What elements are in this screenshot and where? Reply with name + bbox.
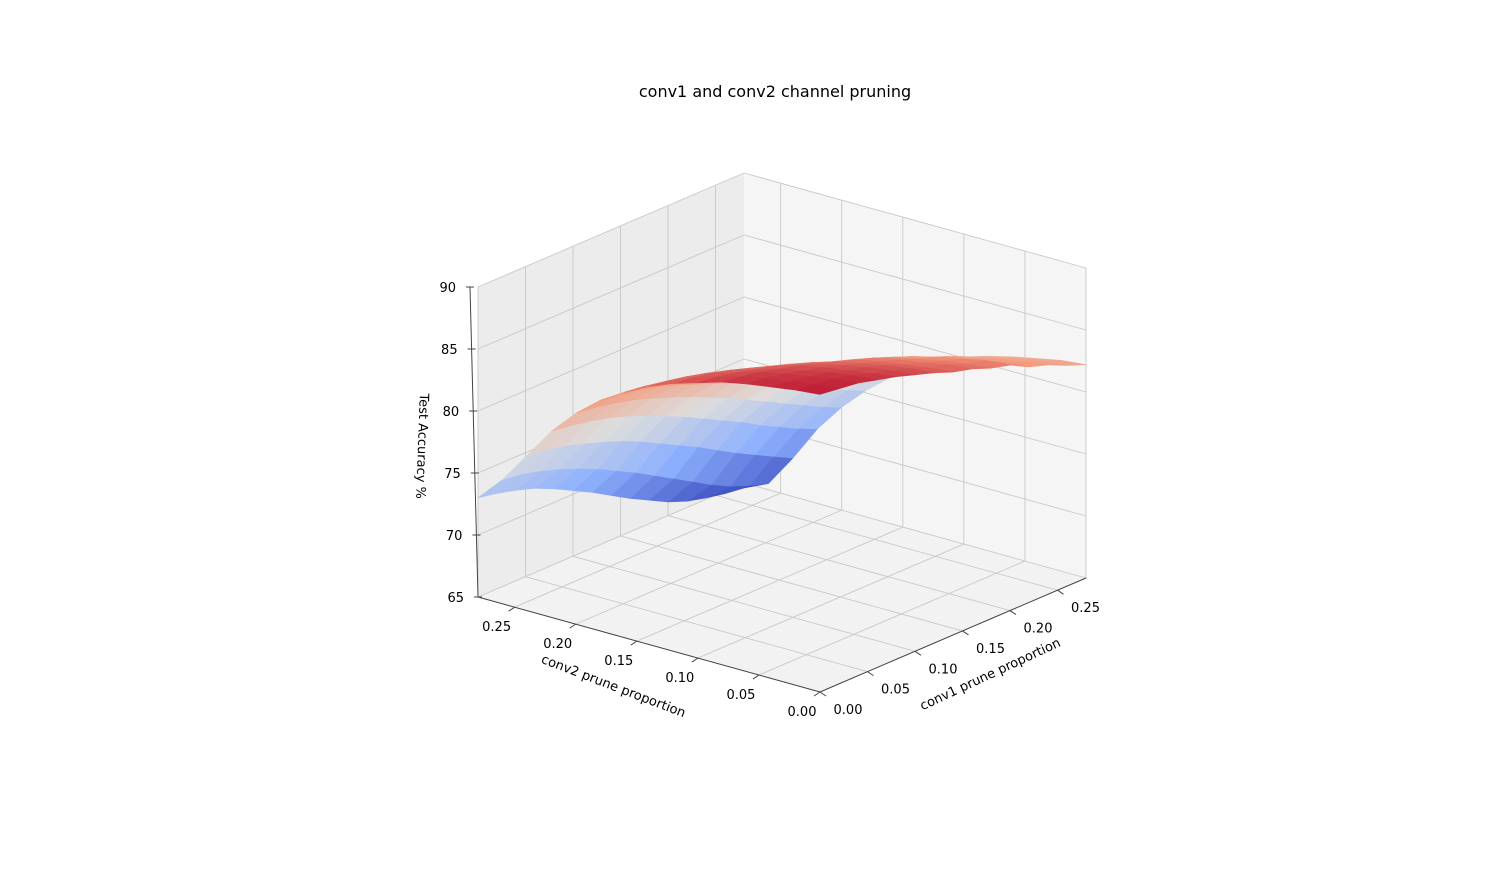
x-tick-mark bbox=[819, 691, 827, 697]
y-tick-label: 0.25 bbox=[482, 620, 511, 635]
x-tick-label: 0.20 bbox=[1024, 622, 1053, 637]
x-tick-label: 0.25 bbox=[1071, 601, 1100, 616]
x-tick-mark bbox=[962, 630, 969, 636]
grid-line-z bbox=[743, 296, 1087, 393]
z-tick-label: 85 bbox=[441, 343, 458, 358]
grid-line-x bbox=[525, 576, 868, 673]
grid-line-x bbox=[572, 555, 916, 652]
z-tick-label: 70 bbox=[446, 529, 463, 544]
grid-line-z bbox=[743, 482, 1087, 579]
grid-line-z bbox=[477, 482, 745, 598]
grid-line-x bbox=[620, 535, 963, 632]
y-tick-label: 0.05 bbox=[726, 688, 755, 703]
x-tick-mark bbox=[867, 671, 874, 677]
back-right-pane bbox=[744, 173, 1086, 578]
z-tick-label: 90 bbox=[439, 281, 456, 296]
floor-pane bbox=[478, 483, 1086, 692]
surface-patch bbox=[795, 384, 840, 395]
grid-line-z bbox=[743, 172, 1087, 269]
z-tick-label: 75 bbox=[444, 467, 461, 482]
grid-line-y bbox=[575, 509, 842, 625]
x-tick-label: 0.00 bbox=[834, 703, 863, 718]
grid-line-x bbox=[667, 515, 1011, 612]
y-tick-mark bbox=[813, 691, 821, 697]
x-axis-line bbox=[819, 577, 1087, 693]
x-tick-label: 0.10 bbox=[929, 662, 958, 677]
z-tick-label: 65 bbox=[447, 591, 464, 606]
grid-line-y bbox=[514, 492, 781, 608]
y-tick-label: 0.10 bbox=[665, 671, 694, 686]
y-tick-label: 0.15 bbox=[604, 654, 633, 669]
y-tick-mark bbox=[630, 640, 638, 646]
grid-line-y bbox=[636, 526, 903, 642]
x-tick-mark bbox=[1057, 589, 1064, 595]
x-tick-mark bbox=[914, 650, 922, 656]
surface-plot bbox=[477, 355, 1087, 503]
z-tick-label: 80 bbox=[443, 405, 460, 420]
z-axis-line bbox=[469, 286, 479, 598]
z-axis-label: Test Accuracy % bbox=[412, 392, 431, 499]
y-tick-mark bbox=[569, 623, 576, 629]
y-tick-mark bbox=[508, 606, 515, 612]
grid-line-x bbox=[715, 494, 1058, 591]
grid-line-z bbox=[477, 172, 745, 288]
grid-line-y bbox=[758, 560, 1026, 676]
y-tick-mark bbox=[752, 674, 760, 680]
y-tick-mark bbox=[691, 657, 699, 663]
grid-line-z bbox=[477, 296, 745, 412]
grid-line-z bbox=[743, 234, 1087, 331]
y-axis-line bbox=[477, 596, 821, 693]
x-tick-mark bbox=[1009, 610, 1017, 615]
x-tick-label: 0.15 bbox=[976, 642, 1005, 657]
grid-line-y bbox=[697, 543, 965, 659]
y-tick-label: 0.00 bbox=[788, 705, 817, 720]
axis-ticks: 0.00 0.05 0.10 0.15 0.20 0.25 0.00 0.05 0.10 0.15… bbox=[439, 281, 1100, 720]
chart-title: conv1 and conv2 channel pruning bbox=[639, 82, 911, 101]
grid-line-z bbox=[477, 234, 745, 350]
x-tick-label: 0.05 bbox=[881, 683, 910, 698]
y-tick-label: 0.20 bbox=[543, 637, 572, 652]
